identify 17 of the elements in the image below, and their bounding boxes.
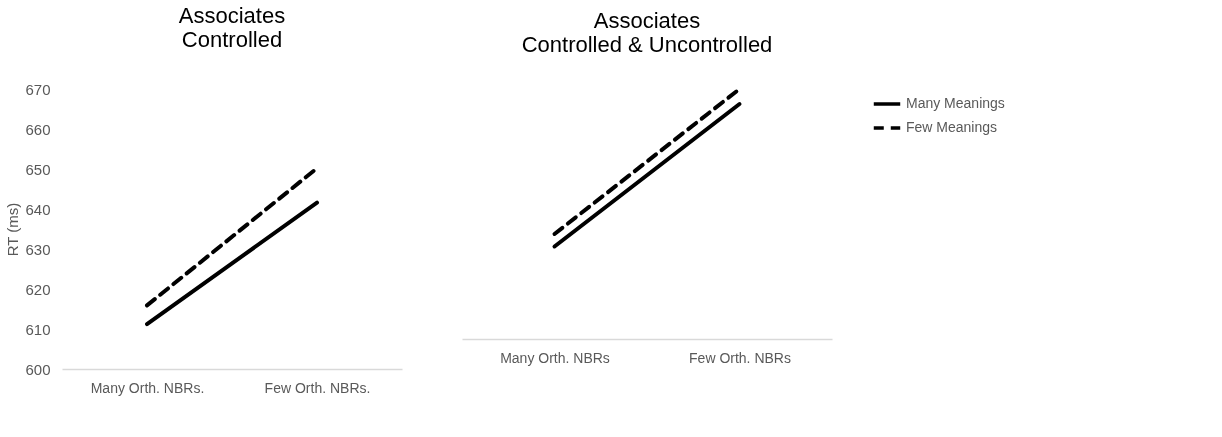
legend-label: Many Meanings <box>906 95 1005 111</box>
chart-title: Associates Controlled & Uncontrolled <box>521 8 773 57</box>
y-tick-label: 600 <box>25 360 51 378</box>
y-tick-label: 630 <box>25 240 51 258</box>
x-tick-label: Many Orth. NBRs. <box>90 379 205 396</box>
y-tick-label: 650 <box>25 160 51 178</box>
y-tick-label: 670 <box>25 80 51 98</box>
y-axis-title: RT (ms) <box>4 202 22 257</box>
y-tick-label: 660 <box>25 120 51 138</box>
x-tick-label: Few Orth. NBRs <box>689 349 791 366</box>
chart-title: Associates Controlled <box>178 3 286 52</box>
legend-label: Few Meanings <box>906 119 998 135</box>
x-tick-label: Many Orth. NBRs <box>500 349 610 366</box>
y-tick-label: 620 <box>25 280 51 298</box>
y-tick-label: 640 <box>25 200 51 218</box>
x-tick-label: Few Orth. NBRs. <box>264 379 371 396</box>
y-tick-label: 610 <box>25 320 51 338</box>
